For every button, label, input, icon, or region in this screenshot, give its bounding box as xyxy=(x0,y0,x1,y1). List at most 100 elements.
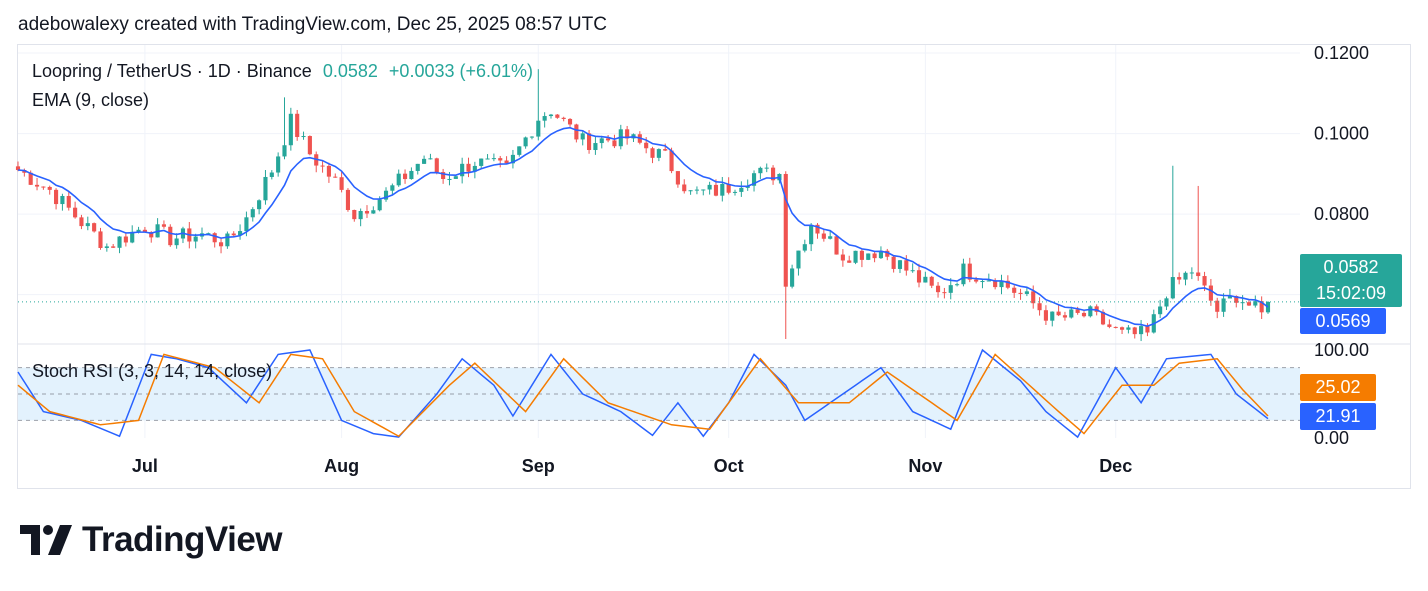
candle-body xyxy=(142,229,147,233)
candle-body xyxy=(66,195,71,208)
candle-body xyxy=(104,246,109,248)
candle-body xyxy=(1012,287,1017,293)
candle-body xyxy=(675,171,680,185)
tradingview-brand: TradingView xyxy=(20,520,283,560)
candle-body xyxy=(929,276,934,286)
candle-body xyxy=(840,254,845,261)
tradingview-wordmark: TradingView xyxy=(82,520,283,559)
candle-body xyxy=(574,124,579,140)
candle-body xyxy=(206,233,211,235)
candle-body xyxy=(1056,311,1061,316)
candle-body xyxy=(34,184,40,187)
ema-9-line xyxy=(17,126,1269,328)
candle-body xyxy=(288,113,293,146)
candle-body xyxy=(117,236,122,248)
candle-body xyxy=(1240,302,1245,304)
candle-body xyxy=(935,285,941,293)
candle-body xyxy=(529,136,535,138)
candle-body xyxy=(612,140,617,147)
candle-body xyxy=(701,189,706,191)
candle-body xyxy=(79,217,84,227)
candle-body xyxy=(333,176,338,178)
candle-body xyxy=(1043,310,1048,321)
candle-body xyxy=(669,150,674,172)
candle-body xyxy=(580,133,585,140)
tradingview-logo-icon xyxy=(20,525,72,555)
candle-body xyxy=(111,246,116,248)
candle-body xyxy=(967,263,972,280)
candle-body xyxy=(1113,326,1118,328)
candle-body xyxy=(193,236,198,242)
candle-body xyxy=(1126,327,1131,330)
candle-body xyxy=(307,136,312,155)
candle-body xyxy=(866,253,871,260)
candle-body xyxy=(352,209,357,220)
candle-body xyxy=(764,167,769,169)
candle-body xyxy=(1208,285,1213,301)
stoch-k-tag: 21.91 xyxy=(1300,403,1376,430)
chart-frame xyxy=(17,44,1411,489)
candle-body xyxy=(422,158,427,164)
candle-body xyxy=(1031,291,1036,304)
candle-body xyxy=(447,178,452,180)
candle-body xyxy=(441,172,446,179)
candle-body xyxy=(1177,277,1182,280)
candle-body xyxy=(73,207,78,218)
candle-body xyxy=(555,114,560,118)
candle-body xyxy=(815,224,820,234)
candle-body xyxy=(904,260,909,271)
candle-body xyxy=(390,185,395,191)
candle-body xyxy=(916,270,922,283)
candle-body xyxy=(339,177,344,190)
candle-body xyxy=(1202,276,1207,286)
candle-body xyxy=(453,176,458,179)
candle-body xyxy=(479,158,484,166)
candle-body xyxy=(225,233,230,247)
candle-body xyxy=(41,186,46,188)
candle-body xyxy=(1100,311,1106,325)
candle-body xyxy=(257,200,262,210)
candle-body xyxy=(726,183,731,193)
candle-body xyxy=(694,189,699,191)
symbol-name: Loopring / TetherUS · 1D · Binance xyxy=(32,61,312,81)
candle-body xyxy=(1132,327,1137,335)
candle-body xyxy=(993,280,998,288)
candle-body xyxy=(891,256,896,269)
candle-body xyxy=(301,136,306,138)
candle-body xyxy=(130,231,135,243)
candle-body xyxy=(472,165,477,172)
candle-body xyxy=(720,183,725,196)
candle-body xyxy=(1119,327,1125,330)
candle-body xyxy=(593,143,598,151)
candle-body xyxy=(123,236,128,243)
candle-body xyxy=(174,238,179,246)
candle-body xyxy=(859,250,864,260)
candle-body xyxy=(212,233,217,243)
candle-body xyxy=(1183,272,1188,280)
time-axis-label: Nov xyxy=(908,456,942,476)
candle-body xyxy=(92,223,97,232)
time-axis-label: Jul xyxy=(132,456,158,476)
candle-body xyxy=(732,191,738,193)
price-axis-label: 0.1000 xyxy=(1314,124,1369,144)
candle-body xyxy=(834,236,839,255)
candle-body xyxy=(739,187,744,192)
candle-body xyxy=(1069,309,1074,318)
candle-body xyxy=(409,170,414,180)
candle-body xyxy=(402,173,408,180)
candle-body xyxy=(1005,280,1010,288)
candle-body xyxy=(149,232,154,238)
candle-body xyxy=(599,138,604,144)
time-axis-label: Dec xyxy=(1099,456,1132,476)
stoch-rsi-legend: Stoch RSI (3, 3, 14, 14, close) xyxy=(32,361,273,381)
candle-body xyxy=(656,149,661,158)
time-axis-label: Aug xyxy=(324,456,359,476)
candle-body xyxy=(948,285,953,293)
stoch-axis-label: 0.00 xyxy=(1314,428,1349,448)
candle-body xyxy=(986,280,991,282)
stoch-d-tag: 25.02 xyxy=(1300,374,1376,401)
candle-body xyxy=(238,231,243,236)
candle-body xyxy=(942,292,947,294)
candle-body xyxy=(428,158,433,160)
